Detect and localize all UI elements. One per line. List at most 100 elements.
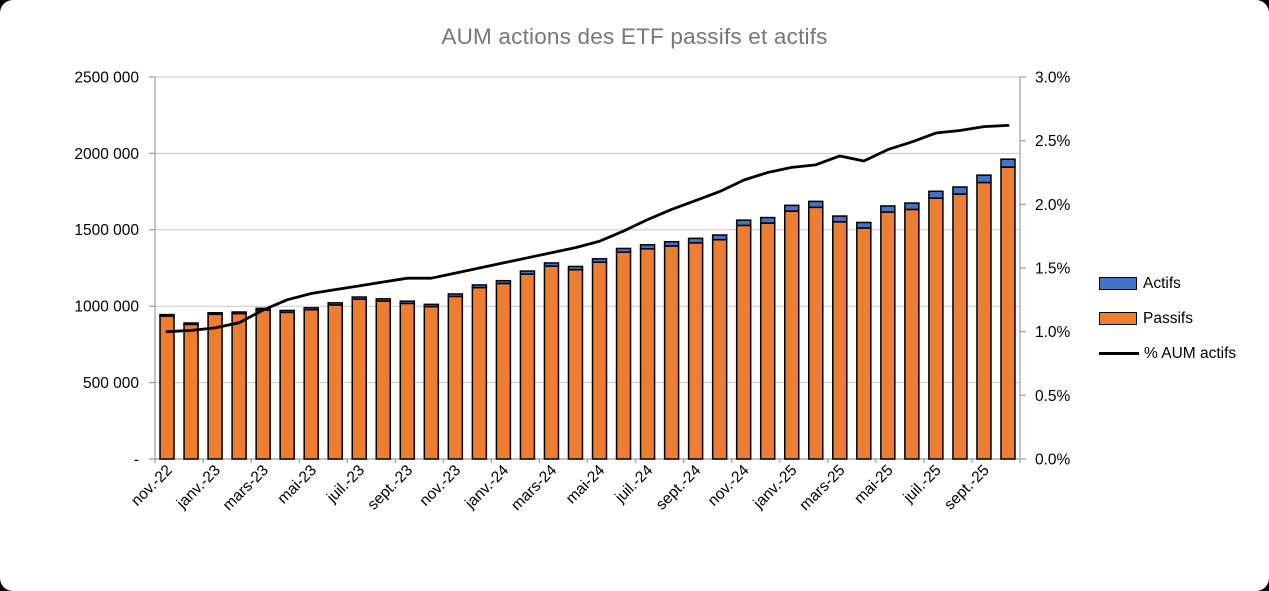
bar-passifs-juin-23 bbox=[327, 304, 343, 460]
bar-passifs-sept.-24 bbox=[687, 242, 704, 460]
left-axis-label: 1500 000 bbox=[74, 222, 139, 239]
bar-passifs-juin-25 bbox=[904, 208, 920, 460]
x-axis-label: mai-25 bbox=[851, 462, 897, 508]
bar-passifs-nov.-24 bbox=[735, 224, 752, 460]
bar-actifs-avr.-24 bbox=[567, 265, 584, 271]
legend-label-actifs: Actifs bbox=[1143, 274, 1181, 292]
left-axis-label: 2500 000 bbox=[74, 69, 139, 86]
bar-actifs-juil.-23 bbox=[351, 296, 367, 300]
bar-actifs-mai-25 bbox=[880, 205, 896, 213]
x-axis-label: sept.-25 bbox=[941, 462, 993, 514]
legend-item-actifs: Actifs bbox=[1099, 274, 1236, 292]
bar-actifs-sept.-24 bbox=[687, 237, 704, 244]
passifs-swatch-icon bbox=[1099, 312, 1137, 325]
bar-passifs-nov.-22 bbox=[159, 315, 175, 460]
left-axis-label: 1000 000 bbox=[74, 299, 139, 316]
right-axis-label: 0.5% bbox=[1035, 388, 1071, 405]
bar-passifs-janv.-24 bbox=[495, 282, 512, 460]
bar-passifs-déc.-22 bbox=[183, 323, 199, 460]
bar-actifs-févr.-25 bbox=[808, 200, 824, 209]
x-axis-label: mars-24 bbox=[508, 462, 560, 514]
x-axis-label: sept.-23 bbox=[364, 462, 416, 514]
x-axis-label: juil.-23 bbox=[323, 462, 368, 507]
x-axis-label: nov.-22 bbox=[128, 462, 176, 510]
right-axis-label: 0.0% bbox=[1035, 451, 1071, 468]
legend-label-pct-aum-actifs: % AUM actifs bbox=[1144, 344, 1237, 362]
bar-passifs-janv.-25 bbox=[783, 210, 800, 460]
bar-actifs-août-25 bbox=[952, 186, 968, 195]
bar-passifs-nov.-23 bbox=[447, 295, 464, 460]
bar-actifs-avr.-23 bbox=[279, 309, 295, 314]
bar-passifs-oct.-23 bbox=[423, 305, 440, 460]
bar-passifs-déc.-24 bbox=[759, 222, 776, 460]
bar-actifs-oct.-24 bbox=[711, 234, 728, 241]
x-axis-label: nov.-24 bbox=[705, 462, 753, 510]
x-axis-label: sept.-24 bbox=[653, 462, 705, 514]
bar-actifs-févr.-23 bbox=[231, 311, 247, 315]
bar-actifs-mars-25 bbox=[832, 215, 848, 223]
bar-passifs-juil.-23 bbox=[351, 298, 367, 460]
x-axis-label: janv.-24 bbox=[461, 462, 512, 513]
bar-actifs-juil.-24 bbox=[639, 244, 656, 250]
bar-passifs-juil.-25 bbox=[928, 197, 944, 460]
bar-actifs-janv.-25 bbox=[783, 204, 800, 212]
bar-actifs-juil.-25 bbox=[928, 190, 944, 199]
x-axis-label: juil.-24 bbox=[611, 462, 656, 507]
bar-passifs-août-24 bbox=[663, 245, 680, 460]
bar-actifs-févr.-24 bbox=[519, 270, 536, 275]
bar-passifs-juin-24 bbox=[615, 251, 632, 460]
bar-passifs-févr.-25 bbox=[808, 206, 824, 460]
bar-passifs-mai-25 bbox=[880, 211, 896, 460]
bar-passifs-avr.-23 bbox=[279, 311, 295, 460]
chart-title: AUM actions des ETF passifs et actifs bbox=[441, 24, 828, 49]
bar-passifs-oct.-24 bbox=[711, 238, 728, 460]
x-axis-label: janv.-23 bbox=[173, 462, 224, 513]
bar-actifs-juin-24 bbox=[615, 247, 632, 253]
bar-actifs-avr.-25 bbox=[856, 221, 872, 229]
left-axis-label: 2000 000 bbox=[74, 146, 139, 163]
bar-passifs-sept.-25 bbox=[976, 181, 992, 460]
x-axis-label: mai-24 bbox=[563, 462, 609, 508]
bar-passifs-janv.-23 bbox=[207, 313, 223, 460]
bar-passifs-oct.-25 bbox=[1000, 166, 1016, 460]
x-axis-label: janv.-25 bbox=[750, 462, 801, 513]
bar-actifs-janv.-24 bbox=[495, 279, 512, 285]
x-axis-label: mars-23 bbox=[220, 462, 272, 514]
bar-actifs-déc.-24 bbox=[759, 216, 776, 224]
legend-label-passifs: Passifs bbox=[1143, 309, 1193, 327]
bar-passifs-mars-24 bbox=[543, 265, 560, 460]
right-axis-label: 2.0% bbox=[1035, 197, 1071, 214]
bar-actifs-août-23 bbox=[375, 298, 392, 302]
bar-actifs-nov.-23 bbox=[447, 293, 464, 298]
x-axis-label: mai-23 bbox=[274, 462, 320, 508]
bar-passifs-juil.-24 bbox=[639, 248, 656, 460]
x-axis-label: nov.-23 bbox=[416, 462, 464, 510]
bar-passifs-août-25 bbox=[952, 193, 968, 460]
bar-actifs-août-24 bbox=[663, 240, 680, 247]
bar-actifs-oct.-23 bbox=[423, 303, 440, 308]
bar-passifs-sept.-23 bbox=[399, 302, 416, 460]
bar-actifs-sept.-25 bbox=[976, 174, 992, 184]
bar-passifs-avr.-25 bbox=[856, 227, 872, 460]
left-axis-label: 500 000 bbox=[83, 375, 139, 392]
bar-passifs-mai-23 bbox=[303, 308, 319, 460]
bar-passifs-févr.-24 bbox=[519, 273, 536, 460]
right-axis-label: 3.0% bbox=[1035, 69, 1071, 86]
bar-actifs-mars-24 bbox=[543, 262, 560, 267]
x-axis-label: mars-25 bbox=[796, 462, 848, 514]
chart-legend: Actifs Passifs % AUM actifs bbox=[1099, 274, 1237, 381]
actifs-swatch-icon bbox=[1099, 277, 1137, 290]
bar-actifs-déc.-23 bbox=[471, 284, 488, 289]
bar-actifs-nov.-22 bbox=[159, 313, 175, 317]
bar-actifs-mai-24 bbox=[591, 258, 608, 264]
bar-passifs-mai-24 bbox=[591, 261, 608, 460]
bar-passifs-mars-25 bbox=[832, 221, 848, 460]
line-swatch-icon bbox=[1099, 352, 1139, 355]
bar-passifs-mars-23 bbox=[255, 309, 271, 460]
left-axis-label: - bbox=[134, 451, 139, 468]
right-axis-label: 2.5% bbox=[1035, 133, 1071, 150]
right-axis-label: 1.5% bbox=[1035, 260, 1071, 277]
bar-passifs-août-23 bbox=[375, 300, 392, 460]
